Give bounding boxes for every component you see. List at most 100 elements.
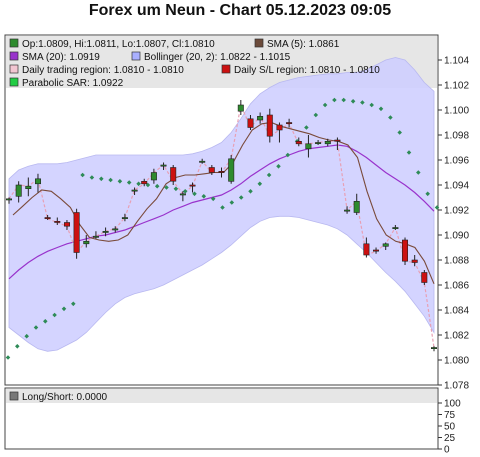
price-tick-label: 1.088: [444, 256, 469, 267]
candle: [392, 225, 399, 230]
psar-point: [80, 172, 85, 178]
candle: [286, 118, 293, 128]
candle: [112, 226, 119, 233]
candle-body: [257, 116, 264, 121]
candle-body: [401, 239, 408, 262]
chart-title: Forex um Neun - Chart 05.12.2023 09:05: [88, 2, 392, 19]
candle: [15, 181, 22, 203]
longshort-tick-label: 50: [444, 422, 456, 433]
psar-point: [71, 301, 76, 307]
candle-body: [334, 139, 341, 142]
candle-body: [430, 347, 437, 350]
price-tick-label: 1.080: [444, 356, 469, 367]
longshort-legend-panel: [6, 389, 437, 403]
legend-swatch-psar: [9, 77, 19, 87]
candle: [324, 138, 331, 147]
candle: [34, 173, 41, 193]
psar-point: [257, 181, 263, 187]
candle-body: [121, 217, 128, 220]
candle: [237, 100, 244, 115]
candle-body: [392, 227, 399, 230]
candle-body: [305, 143, 312, 150]
candle-body: [34, 178, 41, 185]
legend-swatch-trading-region: [9, 64, 19, 74]
candle: [401, 237, 408, 265]
candle-body: [112, 228, 119, 231]
candle: [64, 220, 71, 230]
price-tick-label: 1.082: [444, 331, 469, 342]
candle: [276, 122, 283, 143]
candle: [73, 208, 80, 259]
price-tick-label: 1.104: [444, 56, 469, 67]
candle: [208, 165, 215, 175]
legend-swatch-sl-region: [221, 64, 231, 74]
legend-swatch-sma5: [254, 38, 264, 48]
candle-body: [160, 164, 167, 167]
price-tick-label: 1.102: [444, 81, 469, 92]
candle-body: [324, 141, 331, 145]
candle-body: [276, 124, 283, 131]
legend-psar: Parabolic SAR: 1.0922: [22, 78, 124, 89]
psar-point: [126, 180, 132, 185]
candle-body: [102, 231, 109, 233]
psar-point: [285, 152, 291, 158]
candle-body: [131, 189, 138, 192]
candle: [305, 135, 312, 158]
price-axis: 1.078 1.080 1.082 1.084 1.086 1.088 1.090 1.092…: [438, 56, 469, 392]
candle-body: [247, 118, 254, 128]
candle-body: [44, 217, 51, 220]
candle: [353, 193, 360, 215]
legend-swatch-ohlc: [9, 38, 19, 48]
longshort-tick-label: 75: [444, 410, 456, 421]
candle-body: [363, 243, 370, 256]
candle: [189, 182, 196, 193]
legend-daily-trading: Daily trading region: 1.0810 - 1.0810: [22, 65, 184, 76]
candle-body: [208, 167, 215, 173]
candle-body: [266, 114, 273, 137]
price-tick-label: 1.094: [444, 181, 469, 192]
price-tick-label: 1.100: [444, 106, 469, 117]
candle: [54, 217, 61, 225]
candle: [266, 108, 273, 143]
bollinger-band: [8, 57, 435, 352]
candle-body: [92, 235, 99, 238]
longshort-tick-label: 25: [444, 433, 456, 444]
candle: [344, 206, 351, 214]
psar-point: [43, 319, 48, 324]
price-tick-label: 1.078: [444, 381, 469, 392]
candles: [6, 100, 437, 352]
candle: [247, 115, 254, 130]
candle-body: [421, 272, 428, 283]
candle-body: [25, 185, 32, 189]
candle-body: [344, 209, 351, 212]
candle: [160, 162, 167, 170]
psar-point: [108, 177, 113, 183]
price-tick-label: 1.084: [444, 306, 469, 317]
candle: [218, 167, 225, 178]
candle: [411, 255, 418, 267]
candle: [25, 177, 32, 197]
price-tick-label: 1.090: [444, 231, 469, 242]
candle: [363, 237, 370, 258]
legend-sma5: SMA (5): 1.0861: [267, 39, 340, 50]
candle-body: [150, 172, 157, 181]
candle-body: [189, 184, 196, 187]
candle: [295, 137, 302, 147]
candle: [170, 165, 177, 185]
candle-body: [315, 142, 322, 145]
candle: [131, 187, 138, 195]
candle: [92, 231, 99, 239]
psar-point: [416, 170, 421, 175]
legend-swatch-bollinger: [131, 51, 141, 61]
candle-body: [6, 198, 13, 201]
psar-point: [89, 175, 95, 180]
candle-body: [295, 141, 302, 145]
candle-body: [411, 259, 418, 263]
candle-body: [382, 243, 389, 247]
candle: [44, 215, 51, 220]
longshort-tick-label: 0: [444, 445, 450, 456]
sma20-line: [8, 144, 435, 280]
candle: [421, 270, 428, 285]
